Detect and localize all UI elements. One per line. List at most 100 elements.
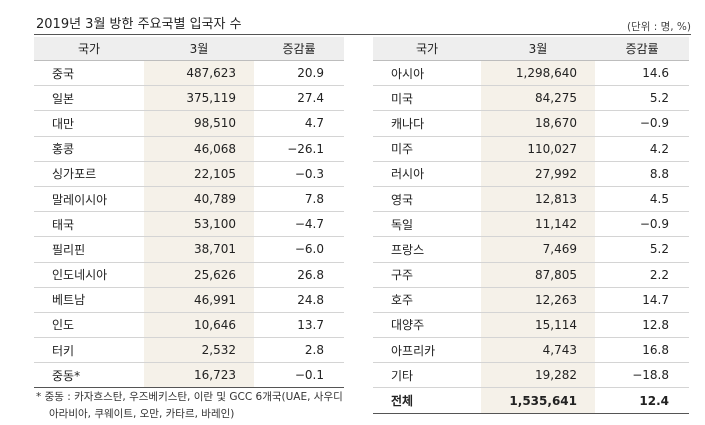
march-value-cell: 11,142	[481, 211, 595, 238]
table-row: 아시아 1,298,640 14.6	[373, 60, 689, 87]
country-cell: 기타	[373, 362, 481, 389]
country-cell: 태국	[34, 211, 144, 238]
country-cell: 인도	[34, 312, 144, 339]
country-cell: 프랑스	[373, 236, 481, 263]
country-cell: 인도네시아	[34, 262, 144, 288]
march-value-cell: 19,282	[481, 362, 595, 389]
table-row: 태국 53,100 −4.7	[34, 211, 344, 238]
change-rate-cell: −6.0	[254, 236, 344, 263]
change-rate-cell: 14.7	[595, 287, 689, 313]
change-rate-cell: 14.6	[595, 60, 689, 87]
country-cell: 아프리카	[373, 337, 481, 364]
march-value-cell: 25,626	[144, 262, 254, 288]
table-row: 러시아 27,992 8.8	[373, 161, 689, 187]
page-title: 2019년 3월 방한 주요국별 입국자 수	[36, 17, 242, 32]
table-row: 말레이시아 40,789 7.8	[34, 186, 344, 213]
march-value-cell: 38,701	[144, 236, 254, 263]
country-cell: 중국	[34, 60, 144, 87]
change-rate-cell: 7.8	[254, 186, 344, 213]
footnote-line-1: * 중동 : 카자흐스탄, 우즈베키스탄, 이란 및 GCC 6개국(UAE, …	[36, 391, 343, 403]
table-row: 터키 2,532 2.8	[34, 337, 344, 364]
march-value-cell: 2,532	[144, 337, 254, 364]
country-cell: 영국	[373, 186, 481, 213]
table-row: 독일 11,142 −0.9	[373, 211, 689, 238]
march-value-cell: 4,743	[481, 337, 595, 364]
march-value-cell: 87,805	[481, 262, 595, 288]
country-cell: 호주	[373, 287, 481, 313]
table-row: 아프리카 4,743 16.8	[373, 337, 689, 364]
change-rate-cell: 4.7	[254, 110, 344, 137]
table-row: 필리핀 38,701 −6.0	[34, 236, 344, 263]
table-row: 인도 10,646 13.7	[34, 312, 344, 339]
table-row: 미국 84,275 5.2	[373, 85, 689, 112]
change-rate-cell: 2.8	[254, 337, 344, 364]
table-row: 기타 19,282 −18.8	[373, 362, 689, 389]
march-value-cell: 15,114	[481, 312, 595, 339]
country-cell: 터키	[34, 337, 144, 364]
change-rate-cell: −0.9	[595, 211, 689, 238]
march-value-cell: 487,623	[144, 60, 254, 87]
country-cell: 대만	[34, 110, 144, 137]
march-value-cell: 1,298,640	[481, 60, 595, 87]
march-value-cell: 40,789	[144, 186, 254, 213]
country-cell: 아시아	[373, 60, 481, 87]
table-row: 일본 375,119 27.4	[34, 85, 344, 112]
country-cell: 독일	[373, 211, 481, 238]
march-value-cell: 84,275	[481, 85, 595, 112]
change-rate-cell: 27.4	[254, 85, 344, 112]
table-row: 중동* 16,723 −0.1	[34, 362, 344, 389]
footnote: * 중동 : 카자흐스탄, 우즈베키스탄, 이란 및 GCC 6개국(UAE, …	[36, 389, 356, 423]
change-rate-cell: 12.4	[595, 387, 689, 414]
country-cell: 일본	[34, 85, 144, 112]
table-row: 싱가포르 22,105 −0.3	[34, 161, 344, 187]
right-table: 국가 3월 증감률 아시아 1,298,640 14.6 미국 84,275 5.2 캐나다…	[373, 37, 689, 414]
march-value-cell: 53,100	[144, 211, 254, 238]
country-cell: 홍콩	[34, 136, 144, 162]
country-cell: 베트남	[34, 287, 144, 313]
change-rate-cell: 4.2	[595, 136, 689, 162]
table-row: 대양주 15,114 12.8	[373, 312, 689, 339]
table-row: 대만 98,510 4.7	[34, 110, 344, 137]
table-row: 홍콩 46,068 −26.1	[34, 136, 344, 162]
column-header-change: 증감률	[254, 37, 344, 61]
table-row: 프랑스 7,469 5.2	[373, 236, 689, 263]
change-rate-cell: 20.9	[254, 60, 344, 87]
march-value-cell: 98,510	[144, 110, 254, 137]
change-rate-cell: −26.1	[254, 136, 344, 162]
march-value-cell: 18,670	[481, 110, 595, 137]
table-row: 구주 87,805 2.2	[373, 262, 689, 288]
country-cell: 대양주	[373, 312, 481, 339]
table-row: 전체 1,535,641 12.4	[373, 387, 689, 414]
change-rate-cell: 24.8	[254, 287, 344, 313]
column-header-march: 3월	[144, 37, 254, 61]
march-value-cell: 7,469	[481, 236, 595, 263]
change-rate-cell: −4.7	[254, 211, 344, 238]
march-value-cell: 10,646	[144, 312, 254, 339]
march-value-cell: 1,535,641	[481, 387, 595, 414]
column-header-country: 국가	[34, 37, 144, 61]
change-rate-cell: −18.8	[595, 362, 689, 389]
table-row: 인도네시아 25,626 26.8	[34, 262, 344, 288]
top-rule	[34, 34, 691, 35]
country-cell: 구주	[373, 262, 481, 288]
country-cell: 중동*	[34, 362, 144, 389]
footnote-line-2: 아라비아, 쿠웨이트, 오만, 카타르, 바레인)	[49, 408, 235, 420]
right-header-row: 국가 3월 증감률	[373, 37, 689, 61]
change-rate-cell: −0.3	[254, 161, 344, 187]
change-rate-cell: 5.2	[595, 236, 689, 263]
left-table: 국가 3월 증감률 중국 487,623 20.9 일본 375,119 27.4 대만 98…	[34, 37, 344, 389]
change-rate-cell: −0.1	[254, 362, 344, 389]
march-value-cell: 375,119	[144, 85, 254, 112]
table-row: 중국 487,623 20.9	[34, 60, 344, 87]
march-value-cell: 46,068	[144, 136, 254, 162]
left-header-row: 국가 3월 증감률	[34, 37, 344, 61]
march-value-cell: 110,027	[481, 136, 595, 162]
country-cell: 필리핀	[34, 236, 144, 263]
change-rate-cell: 4.5	[595, 186, 689, 213]
unit-label: (단위 : 명, %)	[626, 21, 691, 33]
change-rate-cell: 12.8	[595, 312, 689, 339]
country-cell: 캐나다	[373, 110, 481, 137]
change-rate-cell: 8.8	[595, 161, 689, 187]
change-rate-cell: 13.7	[254, 312, 344, 339]
